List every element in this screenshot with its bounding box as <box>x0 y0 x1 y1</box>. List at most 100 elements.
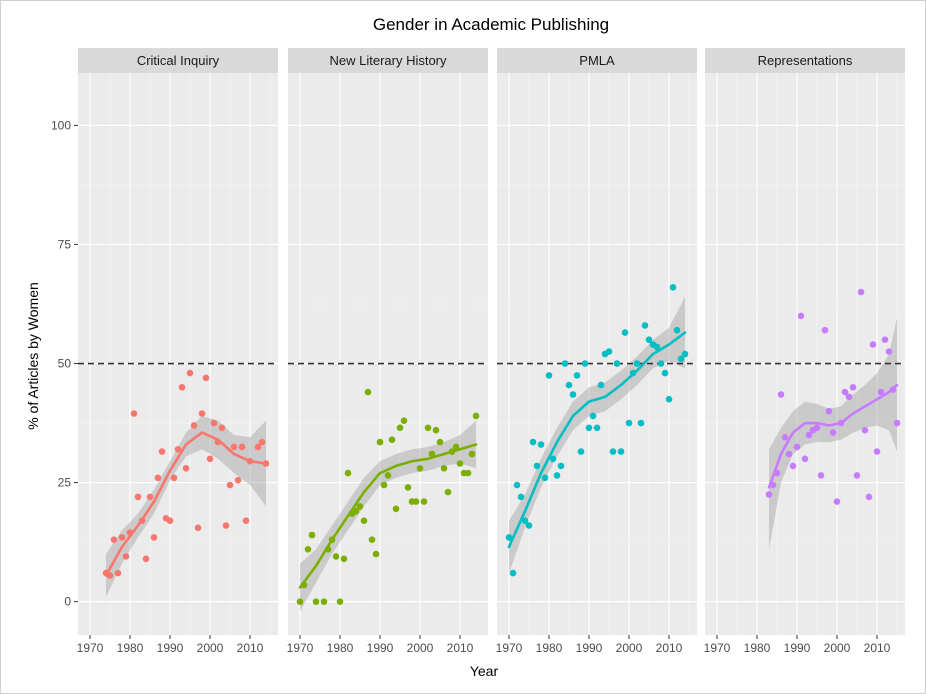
data-point <box>416 465 424 472</box>
trend-line <box>507 331 687 549</box>
data-point <box>681 350 689 358</box>
confidence-band <box>106 415 266 597</box>
x-tick-label: 2010 <box>864 641 891 655</box>
data-point <box>581 360 589 367</box>
data-point <box>825 407 833 415</box>
x-tick-label: 1980 <box>327 641 354 655</box>
data-point <box>869 341 877 348</box>
data-point <box>146 493 154 501</box>
facet-strip-label: Representations <box>758 53 853 68</box>
data-point <box>885 348 893 355</box>
x-tick-label: 1970 <box>77 641 104 655</box>
data-point <box>344 469 352 477</box>
data-point <box>813 424 821 432</box>
data-point <box>400 417 408 425</box>
panel-background <box>78 73 278 635</box>
data-point <box>304 546 312 553</box>
x-tick-label: 1990 <box>157 641 184 655</box>
data-point <box>202 374 210 382</box>
data-point <box>569 391 577 398</box>
panel-background <box>288 73 488 635</box>
data-point <box>356 503 364 510</box>
data-point <box>845 393 853 401</box>
x-tick-label: 1990 <box>784 641 811 655</box>
data-point <box>609 448 617 455</box>
x-tick-label: 1970 <box>704 641 731 655</box>
data-point <box>637 419 645 427</box>
data-point <box>182 465 190 472</box>
data-point <box>372 550 380 558</box>
data-point <box>210 419 218 427</box>
facet-strip <box>497 48 697 73</box>
y-tick-label: 100 <box>51 118 71 132</box>
data-point <box>110 536 118 543</box>
data-point <box>258 438 266 446</box>
data-point <box>765 491 773 498</box>
data-point <box>665 395 673 403</box>
x-tick-label: 1980 <box>744 641 771 655</box>
data-point <box>557 462 565 470</box>
data-point <box>254 443 262 451</box>
data-point <box>352 507 360 515</box>
y-tick-label: 75 <box>58 237 72 251</box>
data-point <box>781 434 789 441</box>
data-point <box>472 412 480 420</box>
data-point <box>242 517 250 524</box>
data-point <box>134 493 142 501</box>
facet-strip-label: Critical Inquiry <box>137 53 220 68</box>
x-tick-label: 1970 <box>287 641 314 655</box>
data-point <box>468 450 476 458</box>
data-point <box>456 460 464 467</box>
data-point <box>677 355 685 363</box>
trend-line <box>104 431 268 577</box>
data-point <box>597 381 605 389</box>
data-point <box>881 336 889 344</box>
data-point <box>420 498 428 505</box>
x-tick-label: 2000 <box>407 641 434 655</box>
data-point <box>853 472 861 479</box>
data-point <box>537 441 545 448</box>
panel-background <box>705 73 905 635</box>
facet-panel: PMLA 1970 1980 1990 2000 2010 <box>496 48 697 655</box>
data-point <box>452 443 460 451</box>
data-point <box>657 360 665 367</box>
data-point <box>505 534 513 541</box>
x-tick-label: 2000 <box>824 641 851 655</box>
y-axis-title: % of Articles by Women <box>25 282 41 430</box>
data-point <box>613 360 621 367</box>
data-point <box>785 450 793 458</box>
facet-panel: New Literary History 1970 1980 1990 2000 2010 <box>287 48 488 655</box>
data-point <box>340 555 348 563</box>
data-point <box>444 488 452 496</box>
data-point <box>158 448 166 455</box>
data-point <box>218 424 226 432</box>
data-point <box>865 493 873 501</box>
x-tick-label: 1980 <box>536 641 563 655</box>
data-point <box>230 443 238 451</box>
data-point <box>857 288 865 296</box>
data-point <box>793 443 801 451</box>
data-point <box>605 348 613 355</box>
data-point <box>432 426 440 434</box>
facet-panel: Critical Inquiry 1970 1980 1990 2000 2010 <box>77 48 278 655</box>
x-tick-label: 1970 <box>496 641 523 655</box>
data-point <box>226 481 234 489</box>
data-point <box>388 436 396 444</box>
y-tick-label: 0 <box>64 595 71 609</box>
data-point <box>673 326 681 334</box>
data-point <box>577 448 585 455</box>
chart-title: Gender in Academic Publishing <box>373 15 609 34</box>
data-point <box>364 388 372 396</box>
data-point <box>166 517 174 524</box>
data-point <box>661 369 669 377</box>
x-tick-label: 1980 <box>117 641 144 655</box>
data-point <box>593 424 601 432</box>
data-point <box>521 517 529 524</box>
y-tick-label: 50 <box>58 357 72 371</box>
data-point <box>525 522 533 529</box>
data-point <box>789 462 797 470</box>
data-point <box>513 481 521 489</box>
